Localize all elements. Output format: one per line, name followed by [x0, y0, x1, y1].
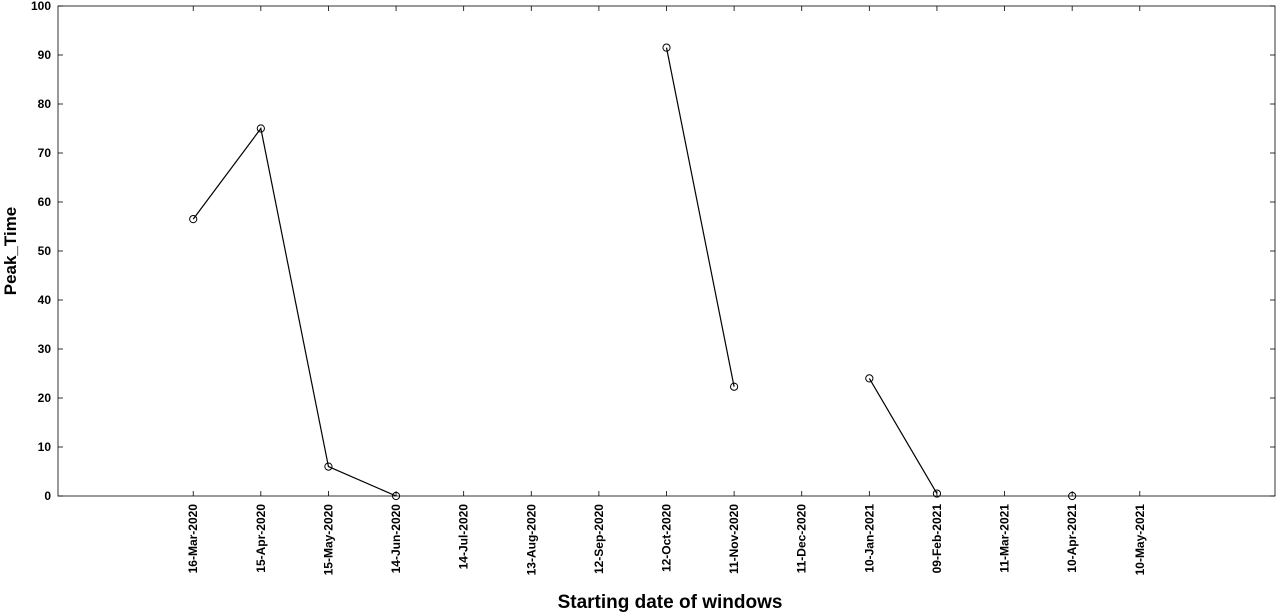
x-tick-label: 11-Mar-2021 [998, 504, 1012, 573]
data-point-marker [256, 124, 265, 133]
series-markers [189, 43, 1077, 501]
y-tick-label: 20 [38, 391, 52, 405]
y-tick-label: 60 [38, 195, 52, 209]
data-point-marker [865, 374, 874, 383]
data-point-marker [730, 382, 739, 391]
x-axis-label: Starting date of windows [558, 592, 783, 613]
series-line-segment [868, 378, 938, 494]
data-point-marker [1068, 491, 1077, 501]
y-tick-label: 100 [31, 0, 51, 13]
x-tick-label: 11-Dec-2020 [795, 504, 809, 574]
x-tick-label: 10-Apr-2021 [1065, 504, 1079, 573]
data-point-marker [189, 215, 198, 224]
x-tick-label: 14-Jun-2020 [389, 504, 403, 574]
axes-box [57, 5, 1276, 497]
y-axis-label: Peak_Time [1, 207, 20, 296]
x-tick-label: 10-Jan-2021 [862, 504, 876, 573]
x-tick-label: 15-Apr-2020 [254, 504, 268, 573]
plot-frame [57, 5, 1276, 497]
x-tick-label: 14-Jul-2020 [457, 504, 471, 570]
y-tick-label: 40 [38, 293, 52, 307]
x-tick-label: 13-Aug-2020 [524, 504, 538, 576]
x-tick-label: 12-Oct-2020 [660, 504, 674, 572]
x-tick-label: 09-Feb-2021 [930, 504, 944, 574]
series-line-segment [665, 47, 735, 387]
y-tick-label: 0 [44, 489, 51, 503]
y-tick-label: 50 [38, 244, 52, 258]
x-axis: 16-Mar-2020 15-Apr-2020 15-May-2020 14-Jun-… [186, 6, 1147, 575]
series-lines [192, 47, 938, 497]
x-tick-label: 16-Mar-2020 [186, 504, 200, 574]
y-tick-label: 30 [38, 342, 52, 356]
x-tick-label: 15-May-2020 [321, 504, 335, 576]
y-tick-label: 90 [38, 48, 52, 62]
x-tick-label: 12-Sep-2020 [592, 504, 606, 574]
y-tick-label: 70 [38, 146, 52, 160]
data-point-marker [662, 43, 671, 52]
y-tick-label: 10 [38, 440, 52, 454]
series-line-segment [192, 127, 397, 497]
y-axis: 0 10 20 30 40 50 60 70 80 90 100 [31, 0, 1275, 503]
x-tick-label: 11-Nov-2020 [727, 504, 741, 574]
data-point-marker [324, 462, 333, 471]
x-tick-label: 10-May-2021 [1133, 504, 1147, 576]
data-point-marker [391, 491, 401, 501]
y-tick-label: 80 [38, 97, 52, 111]
data-point-marker [932, 489, 942, 498]
